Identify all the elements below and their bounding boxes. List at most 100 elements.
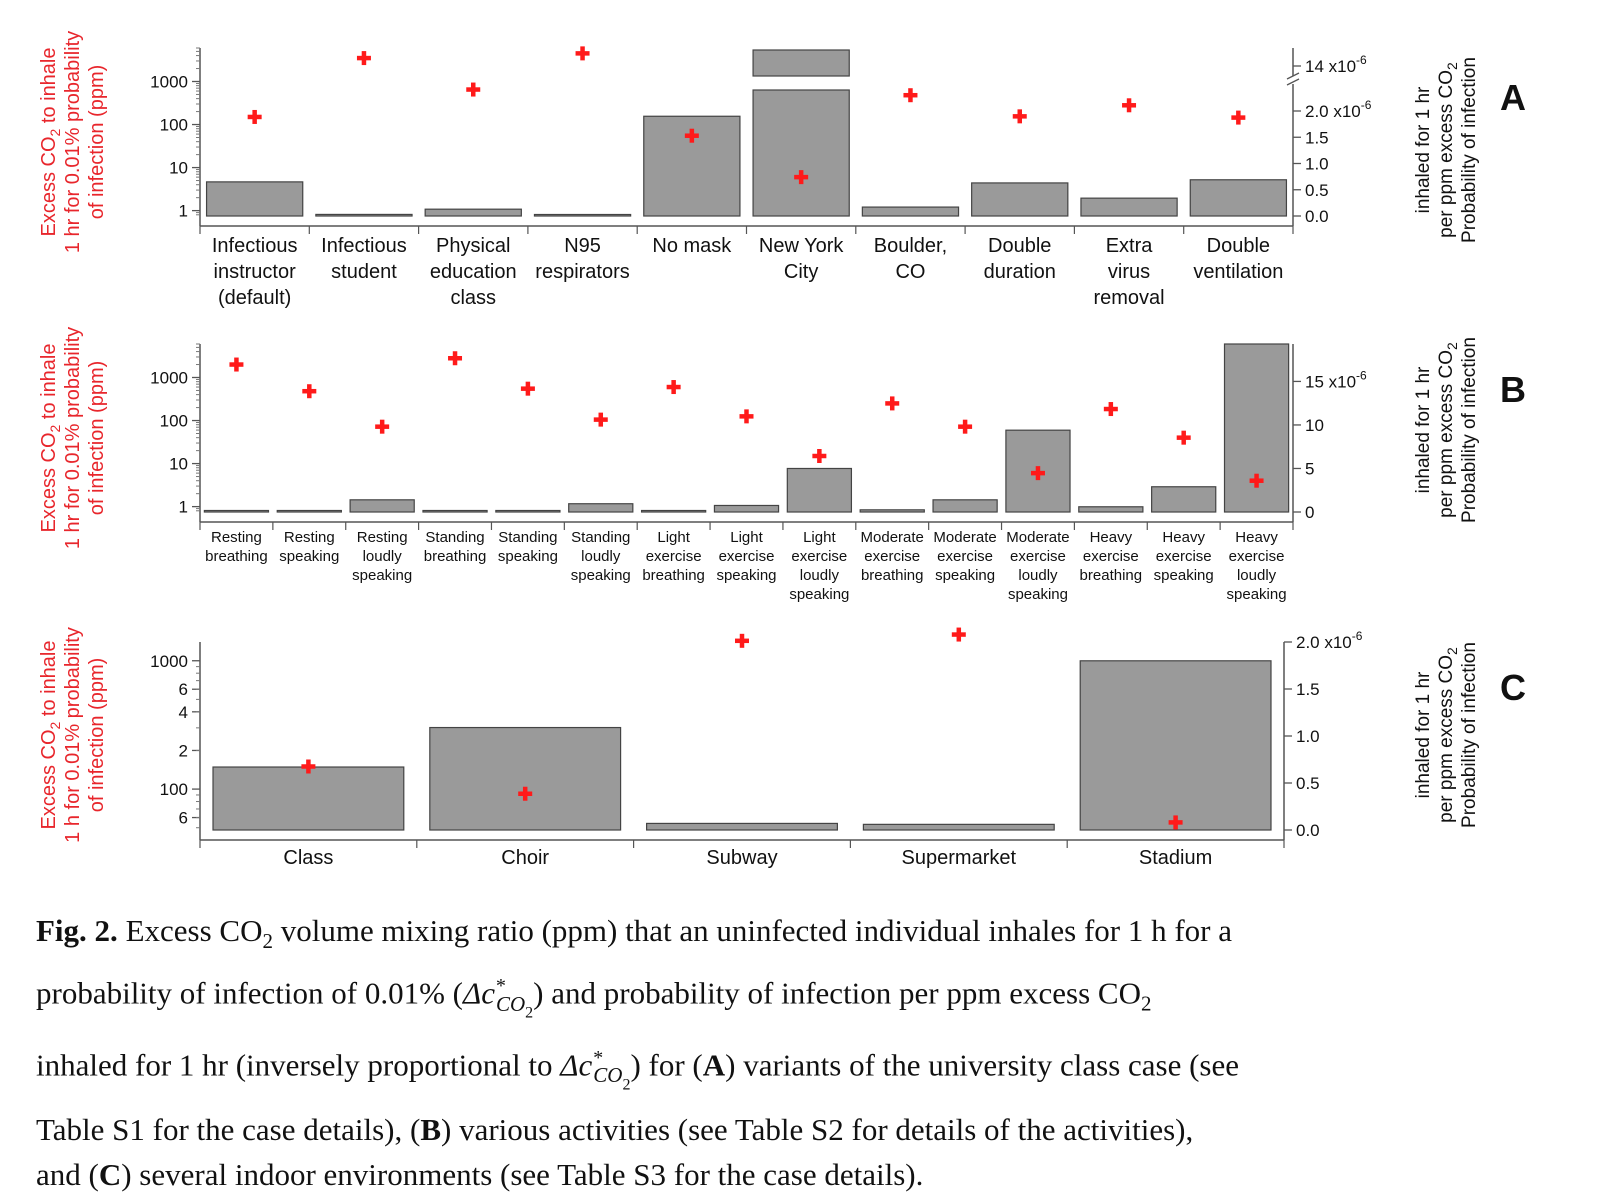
caption-segment: probability of infection of 0.01% ( [36, 975, 464, 1011]
right-ticks-C: 0.0 0.5 1.0 1.5 2.0 x10-6 [1284, 629, 1363, 840]
category-label-line: ventilation [1193, 261, 1283, 283]
category-label-line: Subway [706, 847, 777, 869]
category-label-line: Standing [571, 529, 630, 546]
category-label: Moderate exercise breathing [861, 529, 924, 584]
bar [568, 503, 634, 513]
left-axis-label-line: Excess CO2 to inhale [38, 344, 63, 533]
category-label: Class [283, 847, 333, 869]
category-label-line: loudly [581, 548, 621, 565]
left-axis-label-line: 1 hr for 0.01% probability [62, 327, 84, 549]
caption-segment: C [98, 1156, 122, 1192]
category-label: N95 respirators [535, 235, 629, 283]
bar [862, 823, 1055, 831]
right-tick-label: 1.5 [1305, 128, 1329, 147]
category-label-line: exercise [791, 548, 847, 565]
cross-marker [575, 46, 590, 61]
category-label-line: exercise [864, 548, 920, 565]
category-label-line: speaking [1227, 586, 1287, 603]
panel-letter: A [1500, 77, 1526, 118]
caption-segment: Table S1 for the case details), ( [36, 1111, 421, 1147]
cross-marker [593, 412, 608, 427]
category-label-line: breathing [424, 548, 487, 565]
bar-upper-segment [752, 49, 850, 77]
caption-segment: B [420, 1111, 442, 1147]
category-label: New York City [759, 235, 844, 283]
category-label-line: instructor [214, 261, 297, 283]
caption-segment: volume mixing ratio (ppm) that an uninfe… [272, 913, 1233, 948]
category-label: Moderate exercise speaking [933, 529, 996, 584]
cross-marker [739, 409, 754, 424]
caption-segment: * [494, 975, 505, 998]
category-label-line: breathing [642, 567, 705, 584]
markers-A [247, 46, 1246, 185]
right-axis-label-line: Probability of infection [1459, 57, 1480, 243]
category-label-line: speaking [716, 567, 776, 584]
bar [752, 89, 850, 217]
right-tick-label: 0.5 [1305, 181, 1329, 200]
caption-segment: A [702, 1046, 726, 1082]
axis-break-mark [1286, 72, 1300, 80]
left-ticks-B: 1 10 100 1000 [150, 343, 200, 517]
category-label-line: (default) [218, 287, 291, 309]
category-label-line: respirators [535, 261, 629, 283]
category-label: Standing speaking [498, 529, 558, 565]
category-label-line: Infectious [321, 235, 407, 257]
cross-marker [735, 633, 749, 648]
right-tick-label: 1.0 [1305, 155, 1329, 174]
category-label-line: speaking [1154, 567, 1214, 584]
panel-letter: B [1500, 369, 1526, 410]
category-label-line: education [430, 261, 517, 283]
markers-B [229, 351, 1264, 488]
category-label-line: Resting [211, 529, 262, 546]
figure-caption: Fig. 2. Excess CO2 volume mixing ratio (… [36, 908, 1566, 1197]
caption-segment: ) several indoor environments (see Table… [121, 1156, 924, 1192]
cross-marker [301, 759, 316, 774]
category-label-line: loudly [1237, 567, 1277, 584]
category-label-line: No mask [652, 235, 732, 257]
left-axis-label: Excess CO2 to inhale 1 hr for 0.01% proba… [38, 327, 108, 549]
caption-line: probability of infection of 0.01% (Δc*CO… [36, 964, 1566, 1035]
category-label-line: speaking [935, 567, 995, 584]
panel-A: 1 10 100 1000 0.0 0.5 1.0 1.5 2.0 x10-6 14 x10-6 I… [38, 31, 1526, 309]
right-ticks-B: 0 5 10 15 x10-6 [1293, 368, 1367, 522]
category-label: Double ventilation [1193, 235, 1283, 283]
category-label-line: Standing [498, 529, 557, 546]
category-label: Heavy exercise speaking [1154, 529, 1214, 584]
bar [646, 822, 838, 831]
panel-letter: C [1500, 667, 1526, 708]
category-label-line: Resting [284, 529, 335, 546]
caption-segment: 2 [262, 929, 273, 954]
category-label-line: speaking [352, 567, 412, 584]
category-label-line: exercise [1156, 548, 1212, 565]
category-label-line: exercise [719, 548, 775, 565]
category-label-line: Light [657, 529, 690, 546]
categories-B: Resting breathing Resting speaking Resting lo… [205, 529, 1286, 603]
caption-segment: Excess CO [117, 913, 263, 948]
category-label-line: Resting [357, 529, 408, 546]
cross-marker [1168, 815, 1183, 830]
category-label-line: Moderate [933, 529, 996, 546]
category-label: Light exercise speaking [716, 529, 776, 584]
category-label: Resting speaking [279, 529, 339, 565]
category-label-line: Extra [1106, 235, 1154, 257]
category-label: Physical education class [430, 235, 517, 309]
right-tick-label: 5 [1305, 459, 1314, 478]
category-label-line: exercise [646, 548, 702, 565]
category-label-line: Supermarket [902, 847, 1017, 869]
cross-marker [1249, 473, 1264, 488]
left-axis-label-line: of infection (ppm) [86, 65, 108, 220]
category-label: Heavy exercise breathing [1080, 529, 1143, 584]
caption-segment: and ( [36, 1156, 99, 1192]
categories-C: Class Choir Subway Supermarket Stadium [283, 847, 1212, 869]
right-tick-label: 2.0 x10-6 [1296, 629, 1363, 652]
category-label-line: speaking [789, 586, 849, 603]
caption-segment: 2 [1140, 991, 1152, 1016]
bar [786, 467, 853, 513]
cross-marker [1122, 98, 1137, 113]
left-axis-label: Excess CO2 to inhale 1 h for 0.01% probab… [38, 627, 108, 843]
right-axis-label-line: inhaled for 1 hr [1413, 671, 1434, 798]
cross-marker [1176, 430, 1191, 445]
